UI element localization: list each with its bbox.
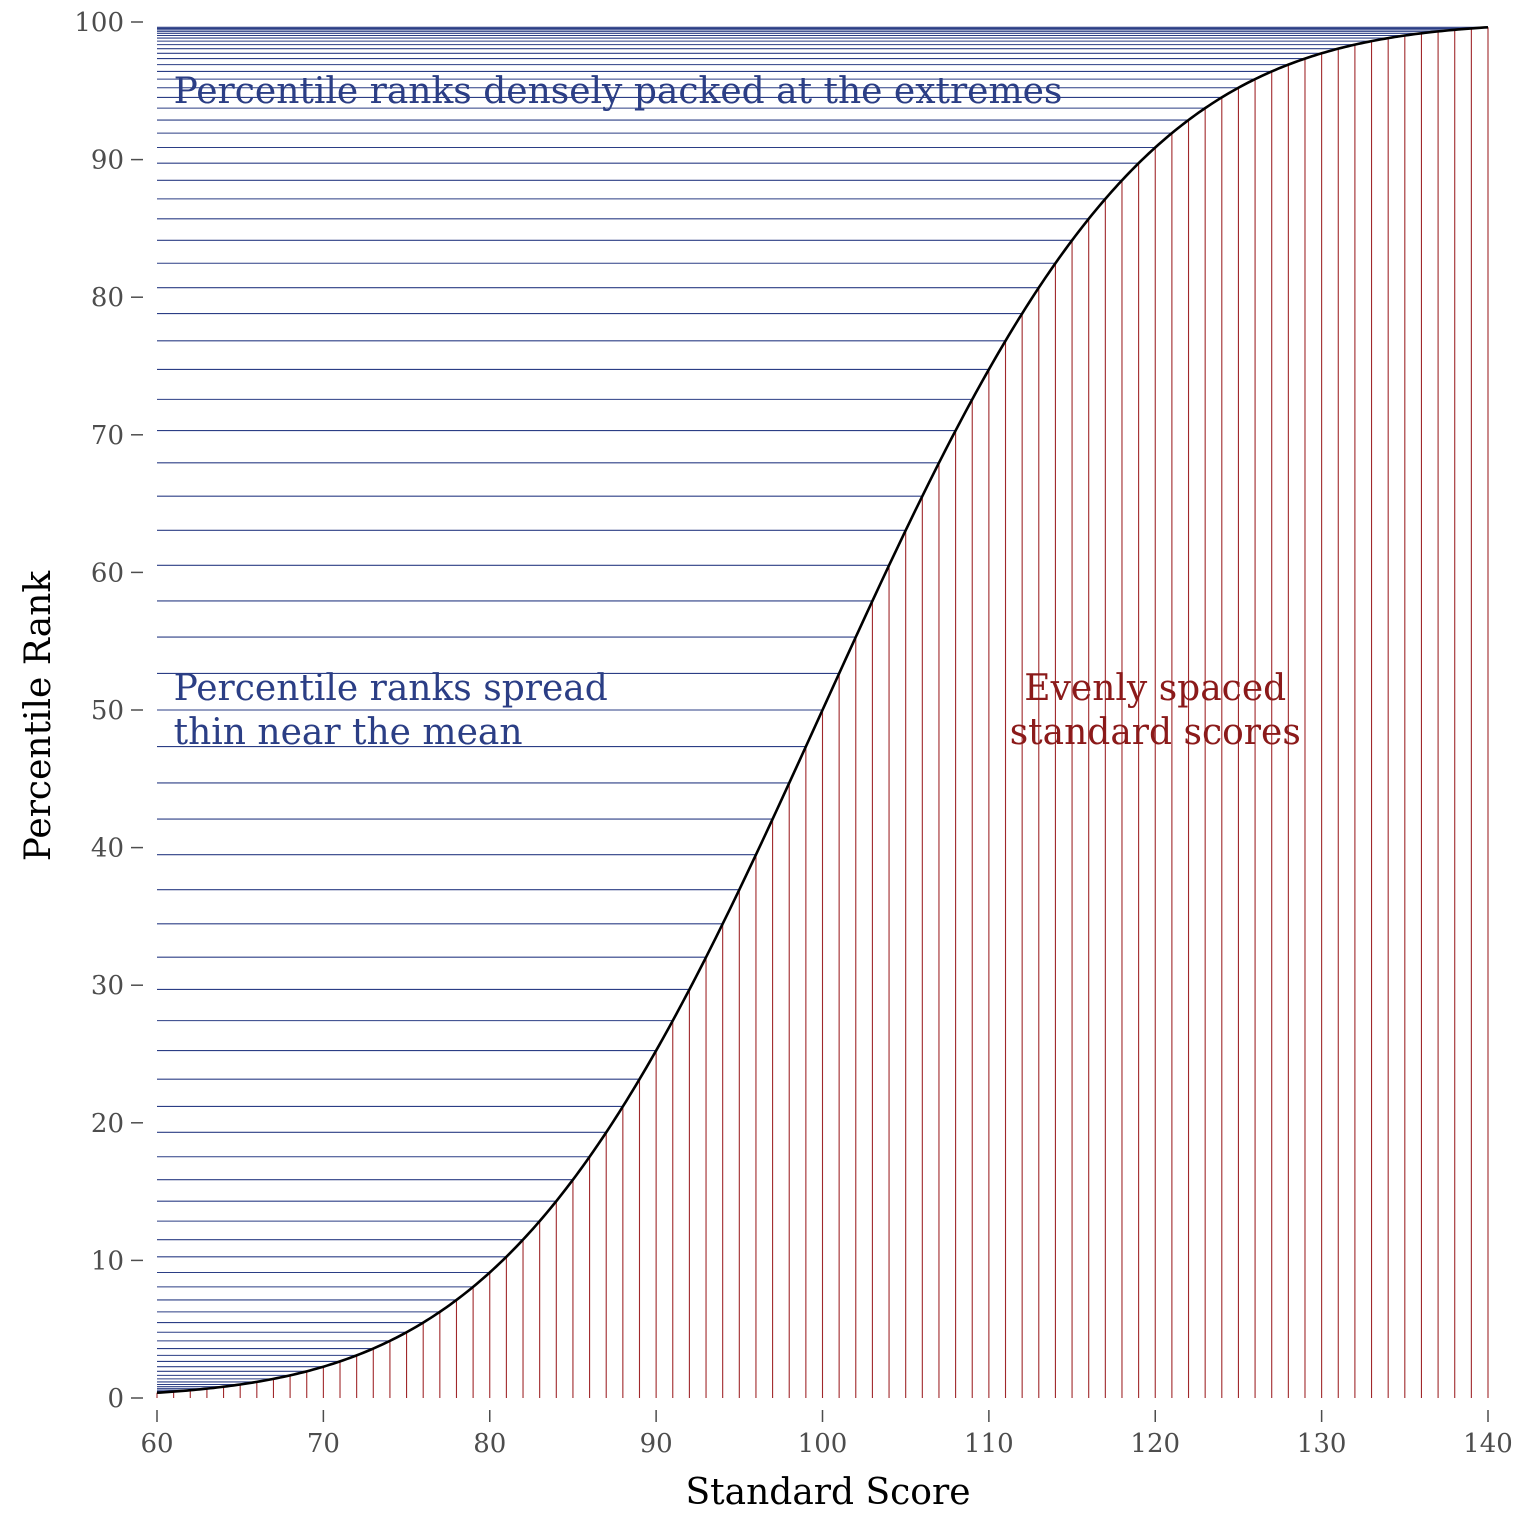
y-tick-label: 80: [91, 283, 124, 313]
standard-score-lines: [156, 27, 1489, 1398]
y-tick-label: 10: [91, 1246, 124, 1276]
x-tick-label: 130: [1297, 1429, 1347, 1459]
annotation-text: Percentile ranks densely packed at the e…: [174, 71, 1063, 112]
annotation-line: Percentile ranks densely packed at the e…: [174, 71, 1063, 112]
x-tick-label: 90: [640, 1429, 673, 1459]
annotation-line: thin near the mean: [174, 712, 523, 753]
y-tick-label: 90: [91, 146, 124, 176]
cdf-curve: [156, 25, 1489, 1395]
x-tick-label: 80: [473, 1429, 506, 1459]
y-tick-label: 0: [107, 1384, 124, 1414]
x-tick-label: 140: [1463, 1429, 1513, 1459]
y-tick-label: 100: [74, 8, 124, 38]
x-tick-label: 60: [140, 1429, 173, 1459]
x-axis: 60 70 80 90 100 110 120 130 140: [140, 1410, 1513, 1459]
cdf-curve-layer: [156, 25, 1489, 1395]
annotations: Percentile ranks densely packed at the e…: [174, 71, 1301, 753]
y-tick-label: 50: [91, 696, 124, 726]
x-tick-label: 70: [307, 1429, 340, 1459]
x-tick-label: 120: [1130, 1429, 1180, 1459]
y-tick-label: 70: [91, 421, 124, 451]
y-tick-label: 30: [91, 971, 124, 1001]
x-tick-label: 100: [798, 1429, 848, 1459]
annotation-line: Evenly spaced: [1024, 668, 1286, 709]
x-axis-title: Standard Score: [686, 1472, 971, 1513]
x-tick-label: 110: [964, 1429, 1014, 1459]
y-axis-title: Percentile Rank: [18, 570, 59, 862]
annotation-text: Percentile ranks spread thin near the mea…: [174, 668, 608, 753]
annotation-line: standard scores: [1010, 712, 1301, 753]
percentile-rank-lines: [157, 26, 1488, 1393]
y-axis: 0 10 20 30 40 50 60 70 80 90 100: [74, 8, 143, 1414]
y-tick-label: 40: [91, 834, 124, 864]
y-tick-label: 20: [91, 1109, 124, 1139]
annotation-line: Percentile ranks spread: [174, 668, 608, 709]
annotation-text: Evenly spaced standard scores: [1010, 668, 1301, 753]
y-tick-label: 60: [91, 558, 124, 588]
